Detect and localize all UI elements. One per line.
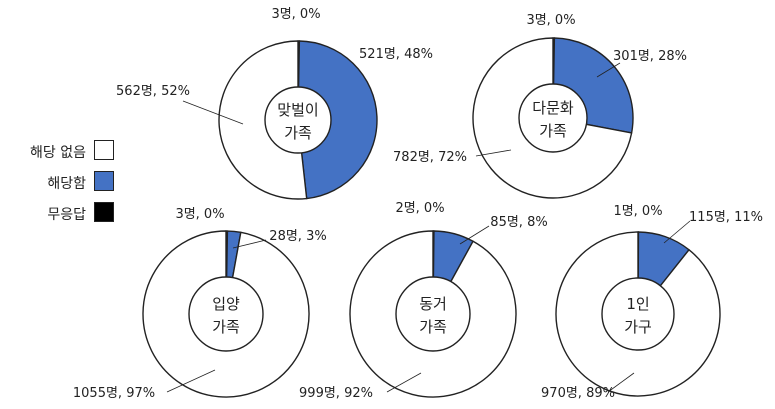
data-label-none: 782명, 72% <box>393 150 467 165</box>
slice-applicable <box>297 40 378 200</box>
leader-line-applicable <box>232 239 267 249</box>
legend-swatch-none <box>94 140 114 160</box>
leader-line-applicable <box>596 62 621 78</box>
legend-label-applicable: 해당함 <box>47 176 86 192</box>
leader-line-applicable <box>663 220 691 244</box>
leader-line-none <box>166 369 216 393</box>
data-label-no-answer: 3명, 0% <box>175 207 224 222</box>
donut-hole <box>395 276 471 352</box>
center-label-line-1: 다문화 <box>532 99 574 117</box>
center-label-line-1: 동거 <box>419 295 447 313</box>
center-label-line-1: 입양 <box>212 295 240 313</box>
leader-line-none <box>475 149 512 157</box>
data-label-no-answer: 3명, 0% <box>526 13 575 28</box>
leader-line-none <box>386 372 422 393</box>
data-label-applicable: 85명, 8% <box>490 215 547 230</box>
legend-item-none: 해당 없음 <box>18 138 118 169</box>
donut-hole <box>518 83 588 153</box>
center-label-line-2: 가족 <box>419 318 447 336</box>
donut-hole <box>264 86 332 154</box>
legend: 해당 없음 해당함 무응답 <box>18 138 118 231</box>
legend-item-applicable: 해당함 <box>18 169 118 200</box>
center-label-line-1: 1인 <box>626 295 649 313</box>
data-label-applicable: 28명, 3% <box>269 229 326 244</box>
legend-item-no-answer: 무응답 <box>18 200 118 231</box>
center-label-line-1: 맞벌이 <box>277 101 318 119</box>
data-label-none: 562명, 52% <box>116 84 190 99</box>
data-label-none: 970명, 89% <box>541 386 615 401</box>
data-label-none: 1055명, 97% <box>73 386 155 401</box>
slice-none <box>218 40 308 200</box>
legend-swatch-no-answer <box>94 202 114 222</box>
center-label-line-2: 가족 <box>212 318 240 336</box>
legend-swatch-applicable <box>94 171 114 191</box>
data-label-none: 999명, 92% <box>299 386 373 401</box>
donut-hole <box>601 277 675 351</box>
leader-line-none <box>182 100 244 125</box>
data-label-no-answer: 1명, 0% <box>613 204 662 219</box>
data-label-applicable: 115명, 11% <box>689 210 763 225</box>
center-label-line-2: 가족 <box>284 124 312 142</box>
leader-line-applicable <box>459 225 490 245</box>
data-label-applicable: 301명, 28% <box>613 49 687 64</box>
donut-hole <box>188 276 264 352</box>
legend-label-none: 해당 없음 <box>30 145 86 161</box>
center-label-line-2: 가족 <box>539 122 567 140</box>
data-label-no-answer: 3명, 0% <box>271 7 320 22</box>
data-label-applicable: 521명, 48% <box>359 47 433 62</box>
data-label-no-answer: 2명, 0% <box>395 201 444 216</box>
center-label-line-2: 가구 <box>624 318 652 336</box>
legend-label-no-answer: 무응답 <box>47 207 86 223</box>
leader-line-none <box>607 372 635 393</box>
